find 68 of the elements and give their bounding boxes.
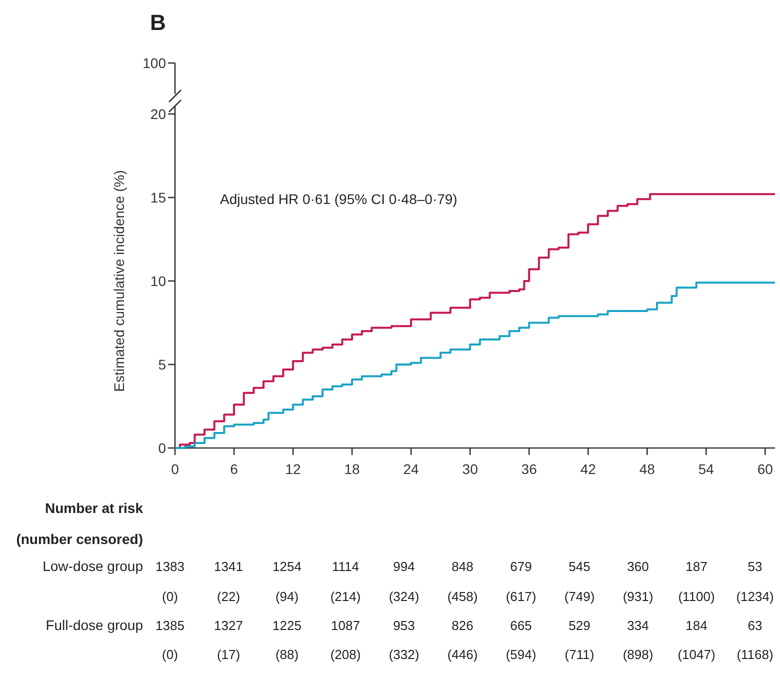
text: 63 <box>748 618 762 633</box>
text: (898) <box>622 647 654 662</box>
text: (324) <box>388 589 420 604</box>
text: (0) <box>162 647 178 662</box>
y-tick-label: 5 <box>158 356 166 372</box>
text: (332) <box>388 647 420 662</box>
x-tick-label: 42 <box>580 461 596 477</box>
text: 53 <box>748 559 762 574</box>
text: Low-dose group <box>42 558 144 574</box>
x-tick-label: 54 <box>698 461 714 477</box>
x-tick-label: 48 <box>639 461 656 477</box>
text: (208) <box>330 647 361 662</box>
text: 953 <box>393 618 415 633</box>
text: 826 <box>452 618 474 633</box>
text: 679 <box>510 559 532 574</box>
x-tick-label: 36 <box>521 461 538 477</box>
text: 545 <box>568 559 590 574</box>
text: 1087 <box>331 618 360 633</box>
text: 1225 <box>272 618 302 633</box>
text: (number censored) <box>16 531 143 547</box>
x-tick-label: 60 <box>757 461 774 477</box>
text: (1100) <box>678 589 715 604</box>
text: (22) <box>216 589 240 604</box>
text: 1327 <box>214 618 243 633</box>
text: (458) <box>447 589 478 604</box>
annotation: Adjusted HR 0·61 (95% CI 0·48–0·79) <box>220 191 458 207</box>
text: 184 <box>686 618 708 633</box>
text: 1114 <box>332 559 359 574</box>
text: 529 <box>568 618 590 633</box>
text: (1234) <box>736 589 774 604</box>
text: (711) <box>564 647 594 662</box>
text: 1254 <box>272 559 302 574</box>
text: (749) <box>564 589 595 604</box>
x-tick-label: 18 <box>344 461 360 477</box>
x-tick-label: 12 <box>285 461 302 477</box>
text: Full-dose group <box>46 617 144 633</box>
text: (94) <box>275 589 299 604</box>
text: (1047) <box>678 647 716 662</box>
text: 334 <box>627 618 649 633</box>
text: (617) <box>506 589 536 604</box>
y-tick-label: 20 <box>150 106 166 122</box>
text: (931) <box>622 589 654 604</box>
x-tick-label: 6 <box>230 461 238 477</box>
text: Number at risk <box>44 500 144 516</box>
text: (446) <box>447 647 478 662</box>
x-tick-label: 24 <box>403 461 420 477</box>
text: 665 <box>510 618 532 633</box>
y-tick-label: 0 <box>158 440 166 456</box>
text: (214) <box>330 589 361 604</box>
text: 1383 <box>156 559 184 574</box>
text: 1385 <box>156 618 184 633</box>
text: (88) <box>275 647 299 662</box>
text: (1168) <box>736 647 774 662</box>
text: 994 <box>393 559 415 574</box>
text: (0) <box>162 589 178 604</box>
text: 360 <box>627 559 649 574</box>
x-tick-label: 0 <box>171 461 180 477</box>
text: 848 <box>452 559 474 574</box>
y-tick-label: 15 <box>150 189 166 206</box>
text: 100 <box>142 54 166 71</box>
y-tick-label: 10 <box>150 272 166 289</box>
text: 1341 <box>214 559 243 574</box>
text: (17) <box>216 647 240 662</box>
chart-title: B <box>150 10 166 35</box>
x-tick-label: 30 <box>462 461 478 477</box>
text: (594) <box>506 647 536 662</box>
text: 187 <box>686 559 708 574</box>
y-axis-title: Estimated cumulative incidence (%) <box>111 170 127 392</box>
